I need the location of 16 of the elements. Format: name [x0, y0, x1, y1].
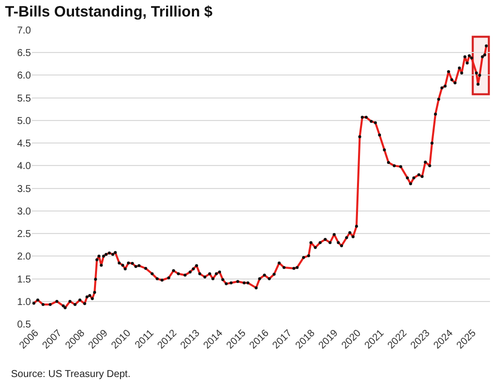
source-note: Source: US Treasury Dept.	[11, 369, 130, 380]
y-tick-label: 1.5	[17, 274, 32, 286]
chart-title: T-Bills Outstanding, Trillion $	[5, 3, 214, 20]
y-tick-label: 0.5	[17, 320, 32, 330]
y-tick-label: 6.0	[17, 70, 32, 82]
y-tick-label: 6.5	[17, 48, 32, 60]
y-tick-label: 5.5	[17, 93, 32, 104]
y-tick-label: 3.5	[17, 184, 32, 195]
y-tick-label: 4.0	[17, 161, 32, 172]
y-tick-label: 2.5	[17, 229, 32, 240]
y-tick-label: 2.0	[17, 252, 32, 263]
y-tick-label: 3.0	[17, 206, 32, 218]
y-tick-label: 7.0	[17, 26, 32, 36]
y-tick-label: 4.5	[17, 138, 32, 150]
y-tick-label: 1.0	[17, 296, 32, 308]
y-tick-label: 5.0	[17, 116, 32, 127]
